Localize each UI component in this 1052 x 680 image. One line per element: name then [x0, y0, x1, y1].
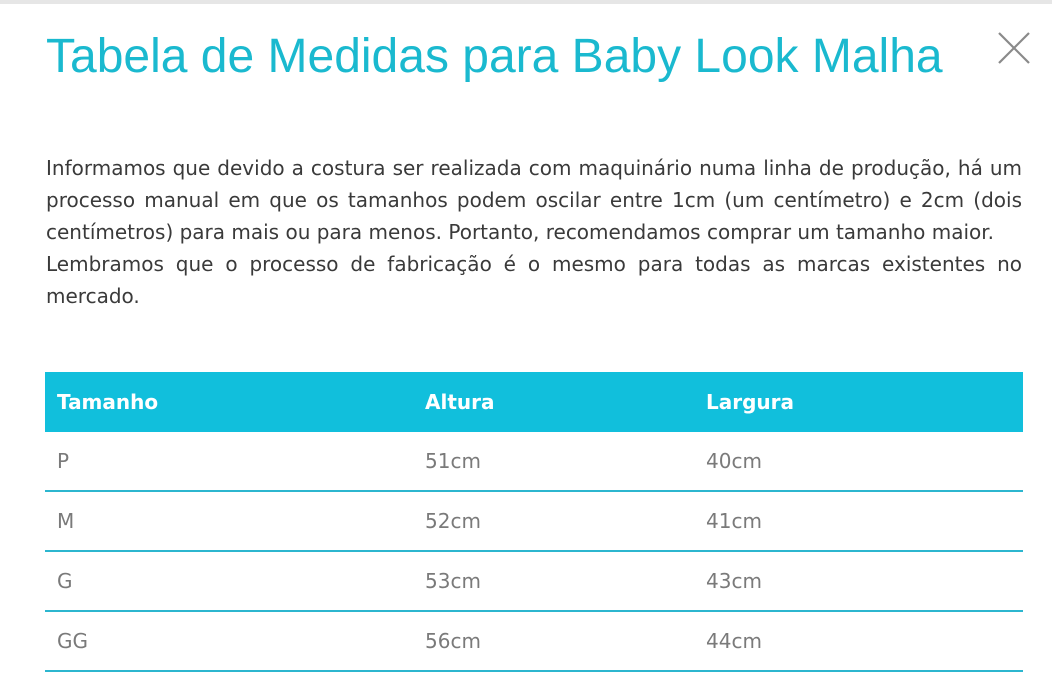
cell-tamanho: P — [57, 449, 70, 473]
close-button[interactable] — [996, 30, 1032, 66]
table-header: Tamanho Altura Largura — [45, 372, 1023, 432]
column-header-tamanho: Tamanho — [57, 390, 159, 414]
cell-altura: 51cm — [425, 449, 481, 473]
cell-altura: 52cm — [425, 509, 481, 533]
cell-largura: 43cm — [706, 569, 762, 593]
modal-top-edge — [0, 0, 1052, 4]
cell-largura: 41cm — [706, 509, 762, 533]
table-row: M 52cm 41cm — [45, 492, 1023, 552]
column-header-largura: Largura — [706, 390, 795, 414]
description-paragraph: Informamos que devido a costura ser real… — [46, 156, 1022, 244]
modal-title: Tabela de Medidas para Baby Look Malha — [46, 30, 943, 83]
cell-altura: 53cm — [425, 569, 481, 593]
column-header-altura: Altura — [425, 390, 495, 414]
table-row: GG 56cm 44cm — [45, 612, 1023, 672]
cell-tamanho: M — [57, 509, 75, 533]
size-table: Tamanho Altura Largura P 51cm 40cm M 52c… — [45, 372, 1023, 672]
cell-largura: 40cm — [706, 449, 762, 473]
description-paragraph: Lembramos que o processo de fabricação é… — [46, 252, 1022, 308]
close-icon — [998, 32, 1030, 64]
cell-largura: 44cm — [706, 629, 762, 653]
table-row: G 53cm 43cm — [45, 552, 1023, 612]
cell-tamanho: G — [57, 569, 73, 593]
cell-altura: 56cm — [425, 629, 481, 653]
modal-description: Informamos que devido a costura ser real… — [46, 152, 1022, 312]
table-row: P 51cm 40cm — [45, 432, 1023, 492]
cell-tamanho: GG — [57, 629, 88, 653]
